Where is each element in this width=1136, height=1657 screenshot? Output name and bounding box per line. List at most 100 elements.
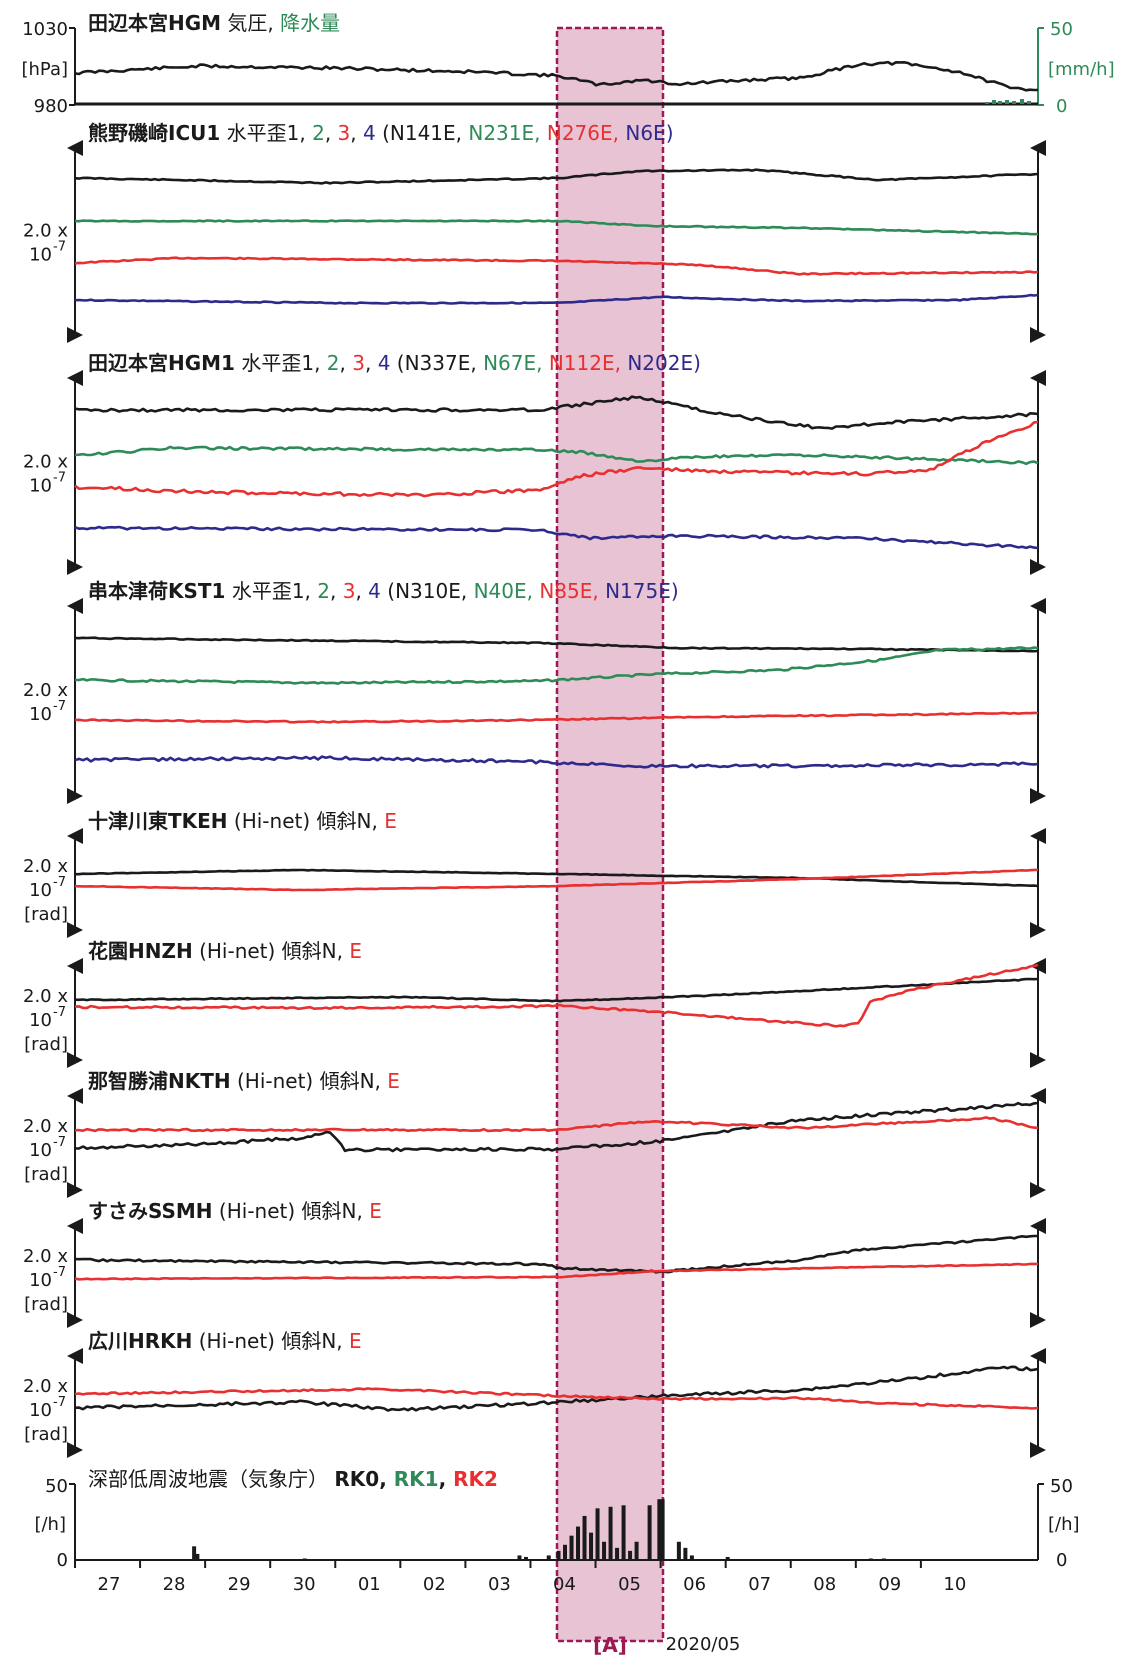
hrkh-tilt-e <box>74 1387 1039 1410</box>
x-tick-label: 28 <box>163 1574 186 1595</box>
tkeh-scale-unit: [rad] <box>24 904 68 925</box>
rain-bar <box>998 101 1002 104</box>
hgm-strain-1 <box>74 395 1039 430</box>
lfe-bar <box>634 1541 639 1560</box>
hgm-scale-label: 2.0 x <box>23 452 68 473</box>
lfe-bar <box>523 1556 528 1560</box>
ssmh-scale-label: 2.0 x <box>23 1246 68 1267</box>
lfe-bar <box>517 1555 522 1560</box>
tkeh-scale-exp: -7 <box>53 875 66 890</box>
lfe-bar <box>582 1515 587 1560</box>
hnzh-scale-label: 2.0 x <box>23 986 68 1007</box>
rain-bar <box>1005 100 1009 104</box>
kst-strain-3 <box>74 711 1039 724</box>
icu-scale-exp: -7 <box>53 240 66 255</box>
nkth-scale-exp: -7 <box>53 1135 66 1150</box>
hnzh-tilt-n <box>74 977 1039 1003</box>
x-tick-label: 06 <box>683 1574 706 1595</box>
nkth-tilt-e <box>74 1116 1039 1133</box>
nkth-title: 那智勝浦NKTH (Hi-net) 傾斜N, E <box>88 1069 400 1093</box>
x-tick-label: 08 <box>813 1574 836 1595</box>
lfe-bar <box>657 1499 662 1560</box>
kst-strain-1 <box>74 636 1039 653</box>
nkth-scale-label: 2.0 x <box>23 1116 68 1137</box>
nkth-scale-unit: [rad] <box>24 1164 68 1185</box>
pressure-line <box>74 60 1038 92</box>
icu-scale-base: 10 <box>29 245 52 266</box>
year-month-label: 2020/05 <box>666 1634 741 1655</box>
event-label: [A] <box>593 1633 627 1657</box>
tkeh-tilt-n <box>75 868 1039 888</box>
lfe-bar <box>556 1550 561 1560</box>
kst-strain-2 <box>75 646 1039 686</box>
lfe-right-unit: [/h] <box>1048 1514 1080 1535</box>
lfe-bar <box>647 1505 652 1560</box>
hrkh-title: 広川HRKH (Hi-net) 傾斜N, E <box>88 1329 362 1353</box>
lfe-bar <box>546 1555 551 1560</box>
rain-bar <box>1012 101 1016 104</box>
lfe-right-tick-50: 50 <box>1050 1476 1073 1497</box>
x-tick-label: 07 <box>748 1574 771 1595</box>
hrkh-scale-exp: -7 <box>53 1395 66 1410</box>
hnzh-tilt-e <box>74 963 1039 1028</box>
hgm-strain-2 <box>74 445 1039 466</box>
rain-bar <box>985 102 989 104</box>
kst-scale-base: 10 <box>29 704 52 725</box>
hgm-strain-3 <box>74 420 1039 498</box>
x-tick-label: 01 <box>358 1574 381 1595</box>
nkth-tilt-n <box>74 1101 1039 1153</box>
icu-strain-4 <box>74 293 1039 305</box>
lfe-bar <box>628 1550 633 1560</box>
x-tick-label: 29 <box>228 1574 251 1595</box>
hgm-scale-exp: -7 <box>53 471 66 486</box>
hrkh-scale-label: 2.0 x <box>23 1376 68 1397</box>
pressure-tick-980: 980 <box>34 96 68 117</box>
x-tick-label: 30 <box>293 1574 316 1595</box>
ssmh-title: すさみSSMH (Hi-net) 傾斜N, E <box>88 1199 382 1223</box>
hrkh-scale-unit: [rad] <box>24 1424 68 1445</box>
icu-strain-2 <box>75 219 1039 236</box>
x-tick-label: 05 <box>618 1574 641 1595</box>
lfe-left-tick-50: 50 <box>45 1476 68 1497</box>
pressure-title: 田辺本宮HGM 気圧, 降水量 <box>88 11 340 35</box>
lfe-bar <box>589 1532 594 1560</box>
x-tick-label: 27 <box>98 1574 121 1595</box>
hgm-scale-base: 10 <box>29 476 52 497</box>
lfe-right-tick-0: 0 <box>1056 1550 1067 1571</box>
ssmh-tilt-e <box>74 1262 1039 1281</box>
tkeh-scale-label: 2.0 x <box>23 856 68 877</box>
hnzh-scale-base: 10 <box>29 1010 52 1031</box>
icu-strain-3 <box>74 256 1039 276</box>
hgm-title: 田辺本宮HGM1 水平歪1, 2, 3, 4 (N337E, N67E, N11… <box>88 351 701 375</box>
icu-scale-label: 2.0 x <box>23 221 68 242</box>
icu-title: 熊野磯崎ICU1 水平歪1, 2, 3, 4 (N141E, N231E, N2… <box>88 121 674 145</box>
lfe-bar <box>660 1499 665 1560</box>
lfe-bar <box>576 1526 581 1560</box>
x-tick-label: 03 <box>488 1574 511 1595</box>
lfe-bar <box>192 1546 197 1560</box>
hrkh-tilt-n <box>74 1365 1039 1412</box>
lfe-bar <box>689 1555 694 1560</box>
hnzh-title: 花園HNZH (Hi-net) 傾斜N, E <box>88 939 362 963</box>
rain-bar <box>1020 99 1024 104</box>
hnzh-scale-unit: [rad] <box>24 1034 68 1055</box>
hnzh-scale-exp: -7 <box>53 1005 66 1020</box>
hgm-strain-4 <box>74 525 1039 550</box>
x-tick-label: 02 <box>423 1574 446 1595</box>
tkeh-title: 十津川東TKEH (Hi-net) 傾斜N, E <box>88 809 397 833</box>
kst-scale-label: 2.0 x <box>23 680 68 701</box>
lfe-bar <box>621 1505 626 1560</box>
ssmh-tilt-n <box>74 1234 1038 1274</box>
x-tick-label: 10 <box>943 1574 966 1595</box>
lfe-bar <box>615 1547 620 1560</box>
lfe-bar <box>683 1547 688 1560</box>
lfe-left-unit: [/h] <box>34 1514 66 1535</box>
rain-unit: [mm/h] <box>1048 59 1115 80</box>
lfe-bar <box>595 1508 600 1560</box>
lfe-bar <box>195 1553 200 1560</box>
rain-tick-0: 0 <box>1056 96 1067 117</box>
lfe-bar <box>608 1506 613 1560</box>
tkeh-scale-base: 10 <box>29 880 52 901</box>
kst-strain-4 <box>74 755 1039 769</box>
